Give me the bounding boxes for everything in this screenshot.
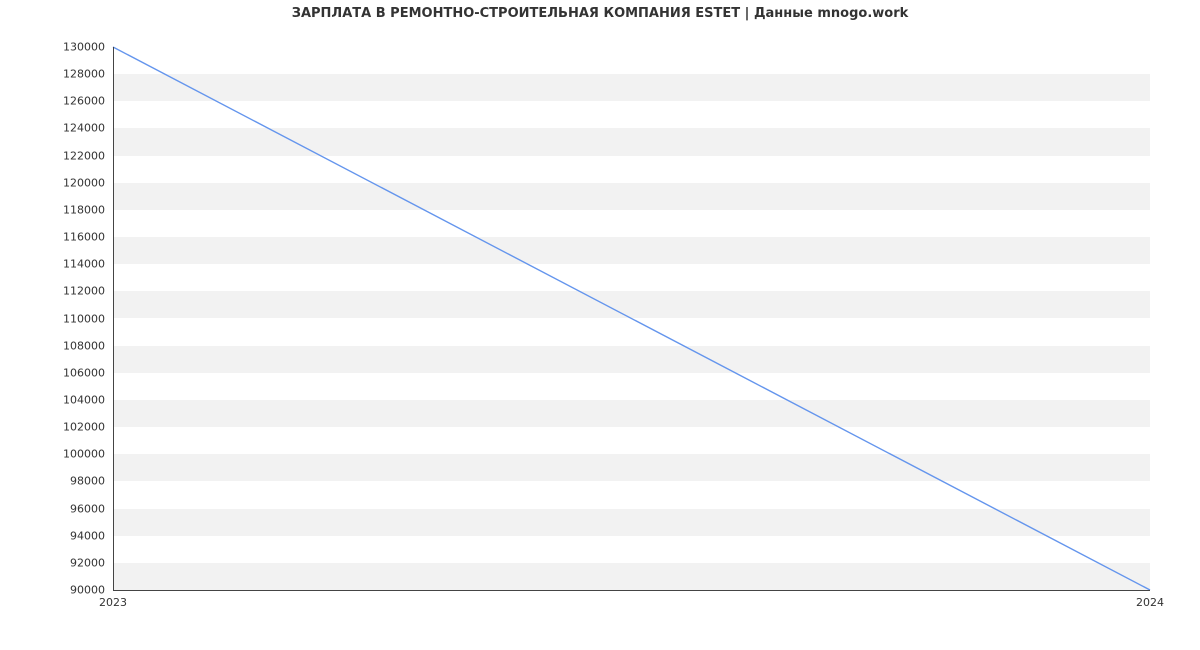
y-tick-label: 130000 — [0, 41, 105, 54]
y-tick-label: 126000 — [0, 95, 105, 108]
y-tick-label: 106000 — [0, 366, 105, 379]
y-tick-label: 122000 — [0, 149, 105, 162]
y-tick-label: 94000 — [0, 529, 105, 542]
x-axis-line — [113, 590, 1150, 591]
x-tick-label: 2024 — [1136, 596, 1164, 609]
y-tick-label: 102000 — [0, 421, 105, 434]
y-tick-label: 118000 — [0, 203, 105, 216]
line-layer — [113, 47, 1150, 590]
y-tick-label: 114000 — [0, 258, 105, 271]
y-tick-label: 128000 — [0, 68, 105, 81]
y-axis-line — [113, 47, 114, 590]
y-tick-label: 98000 — [0, 475, 105, 488]
y-tick-label: 104000 — [0, 393, 105, 406]
y-tick-label: 100000 — [0, 448, 105, 461]
series-line-salary — [113, 47, 1150, 590]
x-tick-label: 2023 — [99, 596, 127, 609]
chart-container: ЗАРПЛАТА В РЕМОНТНО-СТРОИТЕЛЬНАЯ КОМПАНИ… — [0, 0, 1200, 650]
y-tick-label: 116000 — [0, 231, 105, 244]
y-tick-label: 92000 — [0, 556, 105, 569]
y-tick-label: 112000 — [0, 285, 105, 298]
y-tick-label: 110000 — [0, 312, 105, 325]
plot-area — [113, 47, 1150, 590]
y-tick-label: 90000 — [0, 584, 105, 597]
y-tick-label: 96000 — [0, 502, 105, 515]
y-tick-label: 124000 — [0, 122, 105, 135]
y-tick-label: 108000 — [0, 339, 105, 352]
chart-title: ЗАРПЛАТА В РЕМОНТНО-СТРОИТЕЛЬНАЯ КОМПАНИ… — [0, 6, 1200, 21]
y-tick-label: 120000 — [0, 176, 105, 189]
